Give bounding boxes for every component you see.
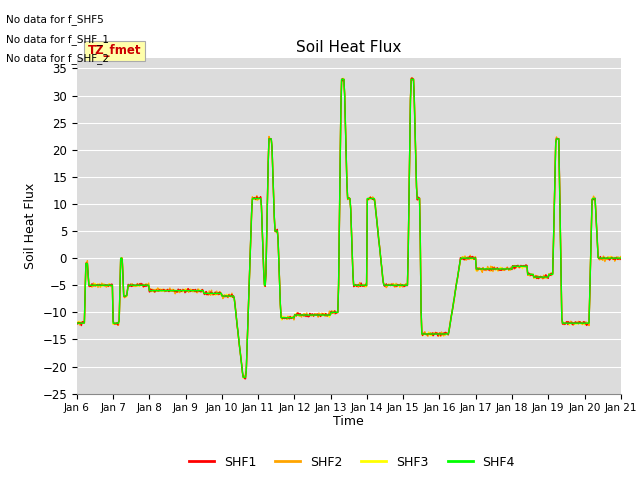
- SHF1: [408, 75, 416, 81]
- SHF4: [139, 282, 147, 288]
- SHF4: [73, 320, 81, 326]
- SHF4: [223, 293, 230, 299]
- SHF1: [83, 260, 90, 266]
- SHF3: [617, 256, 625, 262]
- Text: TZ_fmet: TZ_fmet: [88, 44, 141, 57]
- SHF3: [223, 291, 230, 297]
- Text: No data for f_SHF_2: No data for f_SHF_2: [6, 53, 109, 64]
- SHF3: [433, 330, 440, 336]
- SHF4: [417, 239, 424, 244]
- SHF4: [433, 331, 440, 337]
- SHF1: [194, 288, 202, 293]
- SHF4: [83, 261, 90, 266]
- SHF3: [83, 261, 90, 266]
- SHF3: [239, 375, 247, 381]
- Title: Soil Heat Flux: Soil Heat Flux: [296, 40, 401, 55]
- Line: SHF3: SHF3: [77, 78, 621, 378]
- SHF2: [239, 374, 247, 380]
- SHF2: [194, 286, 202, 292]
- SHF2: [417, 236, 424, 242]
- SHF3: [139, 282, 147, 288]
- Text: No data for f_SHF_1: No data for f_SHF_1: [6, 34, 109, 45]
- SHF2: [139, 282, 147, 288]
- SHF2: [433, 330, 440, 336]
- Line: SHF2: SHF2: [77, 78, 621, 377]
- X-axis label: Time: Time: [333, 415, 364, 428]
- Line: SHF1: SHF1: [77, 78, 621, 379]
- SHF2: [408, 75, 415, 81]
- Line: SHF4: SHF4: [77, 79, 621, 377]
- SHF1: [223, 294, 230, 300]
- SHF4: [338, 76, 346, 82]
- Text: No data for f_SHF5: No data for f_SHF5: [6, 14, 104, 25]
- SHF1: [73, 320, 81, 326]
- SHF1: [417, 238, 424, 244]
- Legend: SHF1, SHF2, SHF3, SHF4: SHF1, SHF2, SHF3, SHF4: [184, 451, 520, 474]
- SHF1: [433, 331, 440, 337]
- SHF2: [83, 262, 90, 268]
- SHF3: [339, 75, 347, 81]
- SHF2: [223, 293, 230, 299]
- SHF1: [617, 256, 625, 262]
- SHF3: [194, 288, 202, 294]
- SHF4: [617, 255, 625, 261]
- SHF1: [242, 376, 250, 382]
- SHF3: [417, 238, 424, 244]
- Y-axis label: Soil Heat Flux: Soil Heat Flux: [24, 182, 36, 269]
- SHF4: [194, 288, 202, 293]
- SHF4: [239, 374, 247, 380]
- SHF2: [73, 321, 81, 326]
- SHF2: [617, 254, 625, 260]
- SHF1: [139, 281, 147, 287]
- SHF3: [73, 319, 81, 324]
